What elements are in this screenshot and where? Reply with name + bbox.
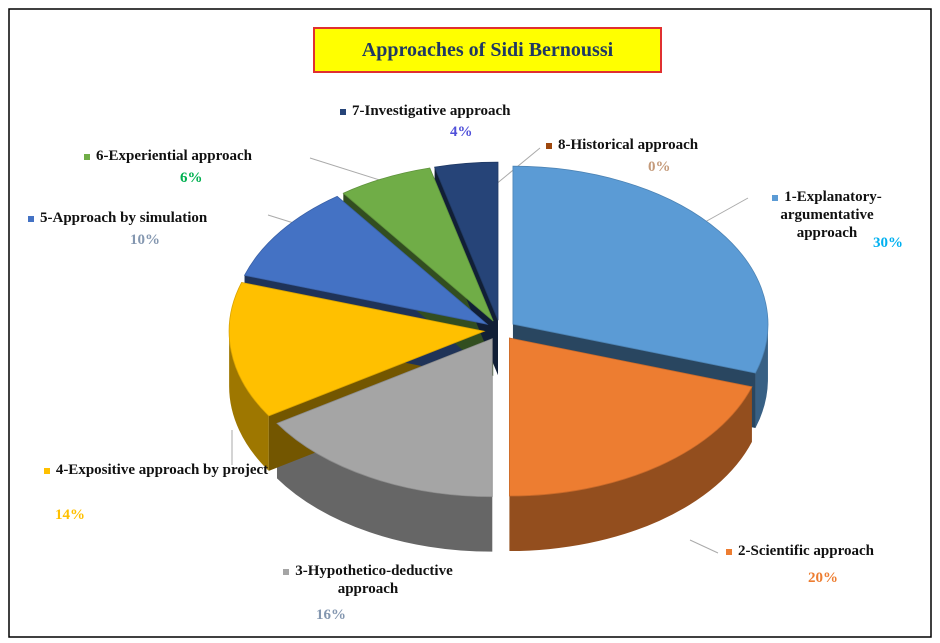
legend-marker — [726, 548, 732, 555]
legend-text: 8-Historical approach — [558, 137, 699, 153]
value-label: 30% — [873, 235, 903, 251]
value-label: 10% — [130, 232, 160, 248]
legend-label: 3-Hypothetico-deductive approach — [253, 562, 483, 598]
legend-marker — [84, 153, 90, 160]
slice — [243, 195, 489, 325]
legend-text: 5-Approach by simulation — [40, 210, 208, 226]
legend-text: 3-Hypothetico-deductive approach — [295, 563, 453, 597]
legend-label: 5-Approach by simulation — [28, 209, 288, 227]
slice-side — [276, 423, 493, 552]
slice — [434, 161, 499, 321]
legend-label: 8-Historical approach — [546, 136, 786, 154]
legend-marker — [772, 194, 779, 201]
slice — [509, 337, 753, 497]
slice — [228, 281, 486, 417]
legend-marker — [340, 108, 346, 115]
legend-label: 2-Scientific approach — [726, 542, 940, 560]
value-label: 14% — [55, 507, 85, 523]
frame — [8, 8, 932, 638]
value-label: 20% — [808, 570, 838, 586]
legend-text: 4-Expositive approach by project — [55, 462, 269, 478]
slice — [342, 167, 494, 322]
legend-marker — [28, 215, 34, 222]
legend-text: 1-Explanatory-argumentative approach — [780, 189, 882, 241]
legend-text: 6-Experiential approach — [96, 148, 252, 164]
value-label: 16% — [316, 607, 346, 623]
value-label: 6% — [180, 170, 203, 186]
value-label: 4% — [450, 124, 473, 140]
chart-title: Approaches of Sidi Bernoussi — [313, 27, 662, 73]
slice-side — [509, 386, 752, 552]
legend-marker — [283, 568, 290, 575]
legend-label: 4-Expositive approach by project — [36, 461, 276, 479]
slice-side — [229, 331, 269, 471]
slice — [276, 338, 493, 498]
legend-marker — [546, 142, 552, 149]
slice — [512, 165, 769, 374]
legend-marker — [43, 467, 50, 474]
legend-label: 1-Explanatory-argumentative approach — [752, 188, 902, 242]
legend-text: 7-Investigative approach — [352, 103, 511, 119]
legend-label: 7-Investigative approach — [340, 102, 600, 120]
legend-label: 6-Experiential approach — [84, 147, 324, 165]
value-label: 0% — [648, 159, 671, 175]
legend-text: 2-Scientific approach — [738, 543, 874, 559]
